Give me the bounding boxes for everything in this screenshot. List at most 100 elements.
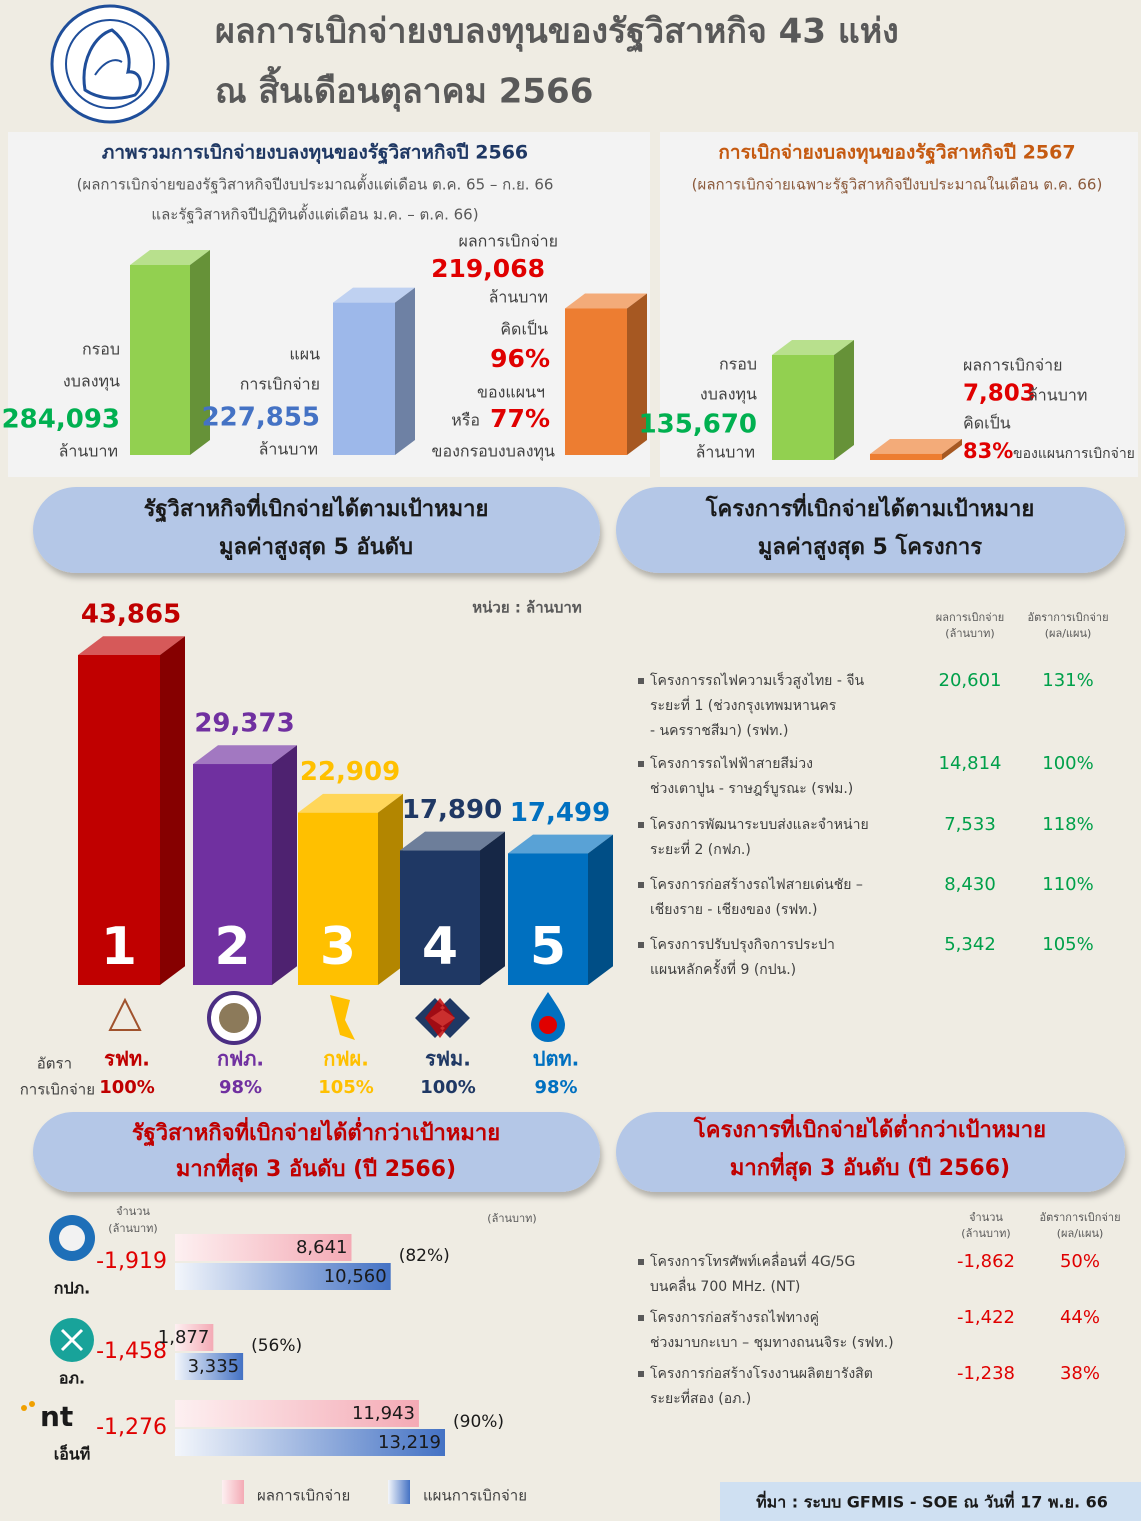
enterprise-name: ปตท. [533,1047,579,1071]
amount: -1,422 [957,1307,1015,1328]
percent: 83% [963,439,1013,463]
bar-label: กรอบ [82,340,120,359]
enterprise-name: รฟม. [425,1047,471,1071]
note: ของแผนฯ [477,383,545,402]
actual-bar [565,308,627,455]
plan-bar [333,302,395,455]
bar-top [508,834,613,854]
banner-text: มูลค่าสูงสุด 5 อันดับ [219,535,413,561]
percent: 77% [490,404,550,433]
bar-label: ผลการเบิกจ่าย [459,232,559,251]
note: ของแผนการเบิกจ่าย [1013,446,1135,462]
budget-bar-top [130,250,210,265]
actual-bar-top [565,293,647,309]
unit: ล้านบาท [259,440,318,459]
column-header: จำนวน [969,1211,1003,1224]
bar-label: แผน [289,345,320,364]
column-header: (ล้านบาท) [108,1222,157,1235]
column-header: (ผล/แผน) [1057,1227,1104,1240]
actual-bar [870,453,942,460]
bar [193,764,272,985]
rate: 118% [1042,814,1093,835]
project-name: ระยะที่ 2 (กฟภ.) [650,840,751,858]
plan-bar [175,1263,391,1290]
bullet [638,1259,644,1265]
project-name: โครงการรถไฟความเร็วสูงไทย - จีน [650,671,865,689]
rate: 38% [1060,1363,1100,1384]
amount: 20,601 [939,670,1002,691]
value-label: 284,093 [2,405,120,435]
shortfall: -1,919 [96,1249,167,1274]
bullet [638,942,644,948]
rank: 4 [422,917,458,977]
banner-text: รัฐวิสาหกิจที่เบิกจ่ายได้ตามเป้าหมาย [144,492,489,523]
value-label: 43,865 [81,600,181,630]
rate-label: การเบิกจ่าย [20,1081,95,1099]
plan-bar [175,1353,244,1380]
bullet [638,1315,644,1321]
amount: 5,342 [944,934,996,955]
note: หรือ [451,411,480,430]
bar-label: กรอบ [719,355,757,374]
value-label: 13,219 [378,1432,441,1453]
shortfall: -1,276 [96,1415,167,1440]
value-label: 11,943 [352,1403,415,1424]
logo [50,4,170,124]
rate: 100% [420,1077,476,1098]
rate: 98% [219,1077,262,1098]
bar-side [160,636,185,985]
enterprise-name: รฟท. [104,1047,150,1071]
bullet [638,882,644,888]
panel [660,132,1138,477]
bar-top [298,793,403,813]
amount: 8,430 [944,874,996,895]
unit: ล้านบาท [696,443,755,462]
value-label: 29,373 [194,709,294,739]
project-name: ระยะที่สอง (อภ.) [650,1389,751,1407]
bar-side [378,793,403,985]
project-name: บนคลื่น 700 MHz. (NT) [650,1277,800,1295]
bar-label: งบลงทุน [63,372,120,392]
rank: 5 [530,917,566,977]
amount: 14,814 [939,753,1002,774]
note: คิดเป็น [963,413,1011,433]
shortfall: -1,458 [96,1339,167,1364]
project-name: ระยะที่ 1 (ช่วงกรุงเทพมหานคร [650,696,837,714]
value-label: 10,560 [324,1266,387,1287]
column-header: อัตราการเบิกจ่าย [1027,611,1108,624]
bullet [638,678,644,684]
rate: 98% [534,1077,577,1098]
bar-label: การเบิกจ่าย [240,375,320,394]
note: คิดเป็น [500,319,548,339]
budget-bar [772,355,834,460]
note: ของกรอบงบลงทุน [432,442,556,462]
column-header: (ล้านบาท) [945,627,994,640]
rate: 100% [1042,753,1093,774]
actual-bar-top [870,438,962,454]
project-name: ช่วงมาบกะเบา – ชุมทางถนนจิระ (รฟท.) [650,1335,894,1351]
legend-label: ผลการเบิกจ่าย [257,1487,350,1505]
value-label: 8,641 [296,1237,348,1258]
rank: 3 [320,917,356,977]
panel [8,132,650,477]
project-name: เชียงราย - เชียงของ (รฟท.) [650,902,818,918]
budget-bar-side [834,340,854,460]
svg-text:nt: nt [40,1400,73,1433]
enterprise-name: กฟภ. [217,1047,264,1071]
panel-subtitle: (ผลการเบิกจ่ายเฉพาะรัฐวิสาหกิจปีงบประมาณ… [692,176,1103,194]
column-header: (ผล/แผน) [1045,627,1092,640]
rank: 1 [101,917,137,977]
banner-text: โครงการที่เบิกจ่ายได้ต่ำกว่าเป้าหมาย [693,1113,1046,1143]
panel-title: การเบิกจ่ายงบลงทุนของรัฐวิสาหกิจปี 2567 [718,142,1075,166]
value-label: 22,909 [300,757,400,787]
value-label: 227,855 [202,403,320,433]
bar-label: งบลงทุน [700,385,757,405]
enterprise-name: อภ. [59,1369,85,1388]
rate: 105% [1042,934,1093,955]
rate: 50% [1060,1251,1100,1272]
unit: ล้านบาท [1028,386,1087,405]
project-name: แผนหลักครั้งที่ 9 (กปน.) [650,959,796,978]
banner-text: มากที่สุด 3 อันดับ (ปี 2566) [176,1152,456,1183]
percent: (56%) [251,1336,302,1356]
banner-text: โครงการที่เบิกจ่ายได้ตามเป้าหมาย [705,492,1035,522]
